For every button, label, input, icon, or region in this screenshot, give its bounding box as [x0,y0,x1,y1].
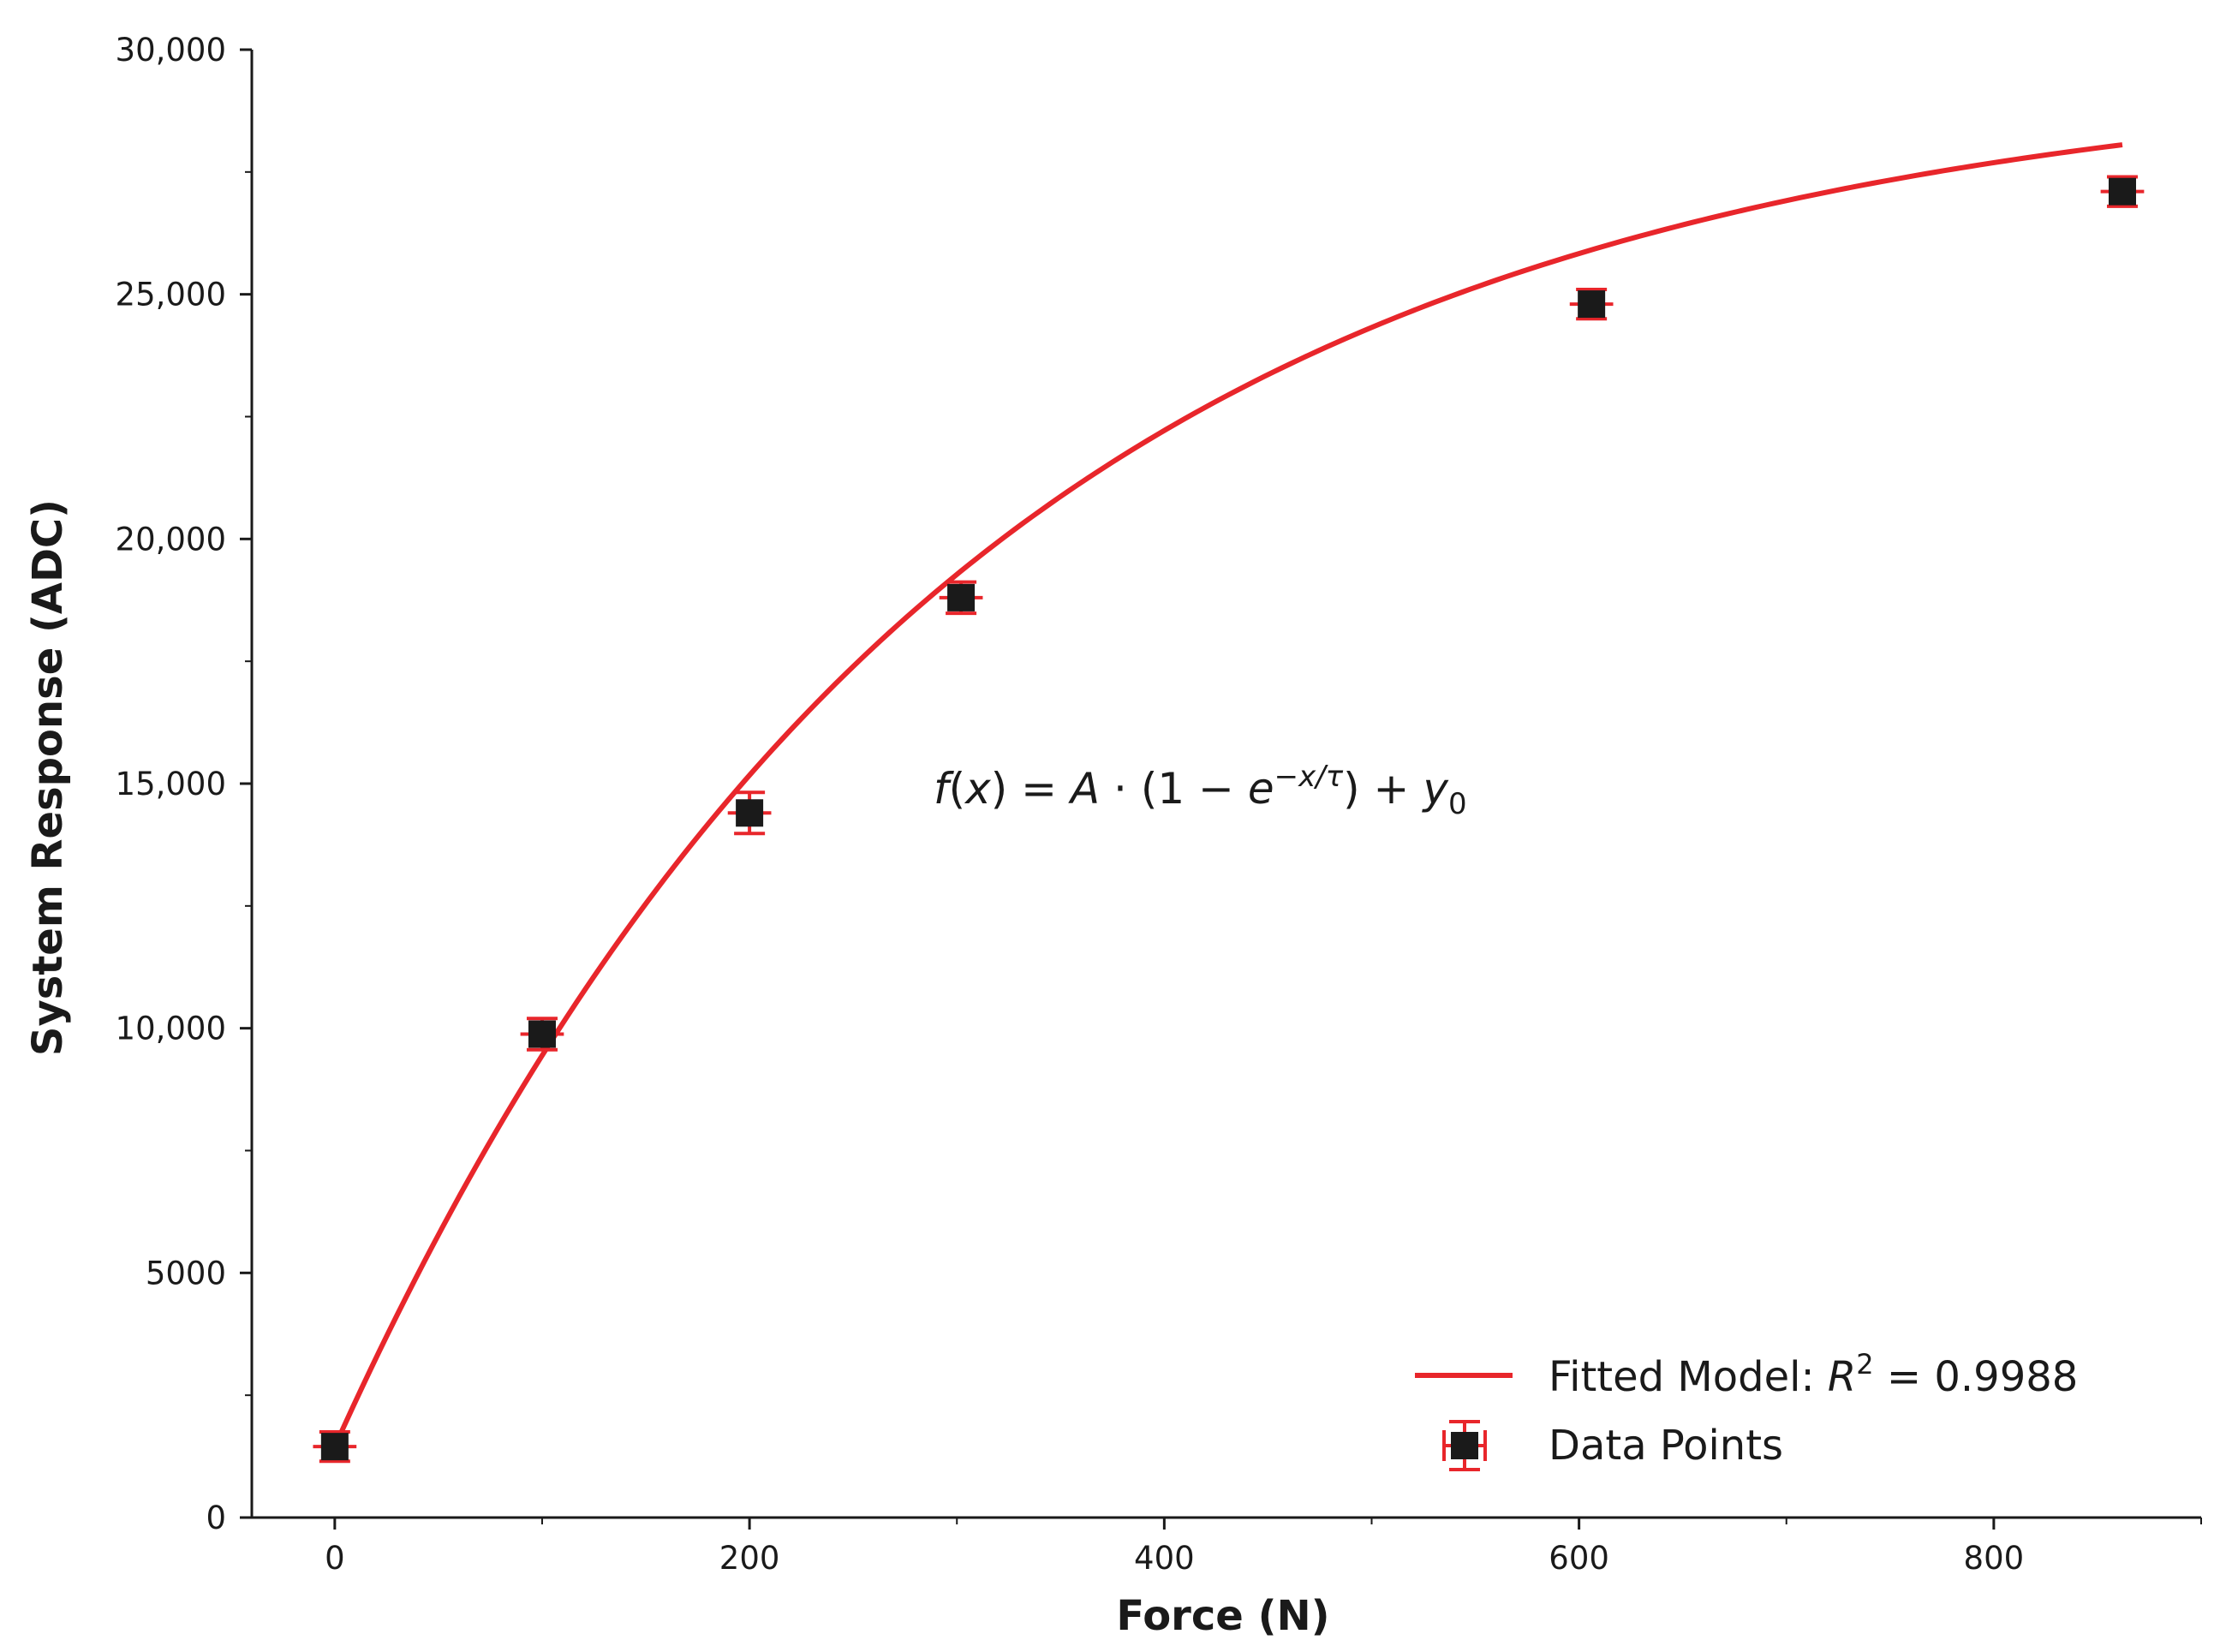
x-tick-label: 600 [1549,1540,1609,1577]
x-axis-ticks: 0 200 400 600 800 [325,1518,2202,1577]
y-tick-label: 15,000 [116,766,226,802]
y-tick-label: 0 [206,1500,226,1536]
data-marker [736,799,764,827]
data-point [1569,287,1614,321]
fit-curve [332,142,2123,1448]
legend: Fitted Model: R2 = 0.9988 Data Points [1415,1348,2078,1471]
legend-data-label: Data Points [1549,1422,1783,1470]
data-point [2100,175,2145,208]
data-marker [320,1433,349,1461]
y-tick-label: 30,000 [116,32,226,69]
data-marker [947,583,976,611]
x-tick-label: 400 [1134,1540,1195,1577]
x-tick-label: 200 [719,1540,780,1577]
legend-fit-label: Fitted Model: R2 = 0.9988 [1549,1348,2078,1401]
y-axis-ticks: 0 5000 10,000 15,000 20,000 25,000 30,000 [116,32,252,1536]
y-tick-label: 5000 [146,1255,226,1291]
data-point [313,1430,357,1464]
data-marker [528,1020,556,1048]
data-point [520,1017,564,1052]
legend-data-swatch [1442,1420,1487,1471]
x-axis-title: Force (N) [1116,1592,1329,1640]
y-axis-title: System Response (ADC) [24,499,72,1056]
x-tick-label: 0 [325,1540,345,1577]
y-tick-label: 25,000 [116,277,226,313]
data-marker [1578,290,1606,319]
x-tick-label: 800 [1964,1540,2025,1577]
data-marker [2108,177,2136,206]
y-tick-label: 10,000 [116,1011,226,1047]
plot-area [313,142,2145,1464]
data-point [939,580,983,616]
formula-annotation: f(x) = A · (1 − e−x/τ) + y0 [934,760,1467,821]
y-tick-label: 20,000 [116,521,226,558]
data-point [727,790,772,836]
